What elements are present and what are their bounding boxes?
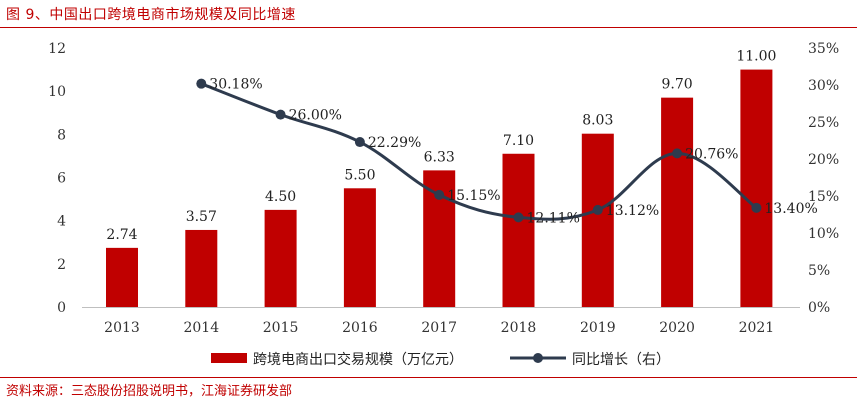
figure-title: 图 9、中国出口跨境电商市场规模及同比增速	[6, 7, 296, 23]
line-point	[354, 137, 365, 148]
left-axis-tick-label: 6	[57, 171, 66, 187]
line-data-label: 12.11%	[527, 210, 580, 226]
line-data-label: 13.40%	[764, 201, 817, 217]
right-axis-tick-label: 15%	[808, 189, 839, 205]
line-point	[672, 148, 683, 159]
line-data-label: 26.00%	[289, 108, 342, 124]
bar-series	[106, 69, 773, 308]
bar-data-label: 6.33	[424, 149, 455, 165]
right-axis-tick-label: 30%	[808, 78, 839, 94]
left-axis: 0 2 4 6 8 10 12	[48, 41, 66, 316]
x-axis-tick-label: 2019	[580, 320, 616, 336]
x-axis-tick-label: 2016	[342, 320, 378, 336]
right-axis-tick-label: 0%	[808, 300, 830, 316]
legend-bar-swatch	[211, 353, 247, 363]
bar-data-label: 4.50	[265, 189, 296, 205]
line-data-label: 30.18%	[209, 77, 262, 93]
left-axis-tick-label: 12	[48, 41, 66, 57]
line-point	[275, 109, 286, 120]
line-series	[196, 78, 762, 223]
left-axis-tick-label: 10	[48, 84, 66, 100]
left-axis-tick-label: 0	[57, 300, 66, 316]
source-rule	[0, 377, 857, 378]
line-data-label: 15.15%	[447, 188, 500, 204]
line-point	[196, 78, 207, 89]
line-data-label: 13.12%	[606, 203, 659, 219]
left-axis-tick-label: 8	[57, 127, 66, 143]
line-point	[751, 202, 762, 213]
bar-data-label: 11.00	[736, 49, 776, 65]
line-point	[513, 212, 524, 223]
x-axis-tick-label: 2021	[739, 320, 775, 336]
x-axis-tick-label: 2018	[501, 320, 537, 336]
x-axis-tick-label: 2013	[104, 320, 140, 336]
x-axis-tick-label: 2020	[659, 320, 695, 336]
right-axis-tick-label: 5%	[808, 263, 830, 279]
bar-data-label: 9.70	[662, 77, 693, 93]
left-axis-tick-label: 4	[57, 214, 66, 230]
line-point	[434, 189, 445, 200]
right-axis: 0% 5% 10% 15% 20% 25% 30% 35%	[808, 41, 839, 316]
bar-data-label: 2.74	[106, 227, 137, 243]
right-axis-tick-label: 10%	[808, 226, 839, 242]
bar	[343, 188, 376, 307]
line-data-label: 22.29%	[368, 135, 421, 151]
bar-data-label: 3.57	[186, 209, 217, 225]
left-axis-tick-label: 2	[57, 257, 66, 273]
x-axis-tick-label: 2014	[183, 320, 219, 336]
bar	[264, 209, 297, 307]
bar-data-labels: 2.74 3.57 4.50 5.50 6.33 7.10 8.03 9.70 11.00	[106, 49, 776, 243]
right-axis-tick-label: 20%	[808, 152, 839, 168]
x-axis: 2013 2014 2015 2016 2017 2018 2019 2020 2021	[82, 307, 800, 336]
bar-data-label: 8.03	[582, 113, 613, 129]
x-axis-tick-label: 2015	[263, 320, 299, 336]
x-axis-tick-label: 2017	[421, 320, 457, 336]
legend: 跨境电商出口交易规模（万亿元） 同比增长（右）	[211, 351, 670, 368]
source-note: 资料来源：三态股份招股说明书，江海证券研发部	[6, 384, 293, 399]
bar	[185, 229, 218, 307]
bar	[740, 69, 773, 307]
bar	[106, 247, 138, 307]
right-axis-tick-label: 35%	[808, 41, 839, 57]
bar	[502, 153, 535, 307]
bar-data-label: 7.10	[503, 133, 534, 149]
line-data-label: 20.76%	[685, 146, 738, 162]
bar	[581, 133, 614, 307]
legend-line-label: 同比增长（右）	[572, 352, 670, 368]
line-data-labels: 30.18% 26.00% 22.29% 15.15% 12.11% 13.12% 20.7…	[209, 77, 817, 227]
title-rule	[0, 27, 857, 28]
legend-bar-label: 跨境电商出口交易规模（万亿元）	[253, 351, 463, 368]
right-axis-tick-label: 25%	[808, 115, 839, 131]
line-point	[592, 204, 603, 215]
bar-data-label: 5.50	[344, 167, 375, 183]
bar	[661, 97, 694, 308]
legend-line-marker	[533, 353, 543, 363]
